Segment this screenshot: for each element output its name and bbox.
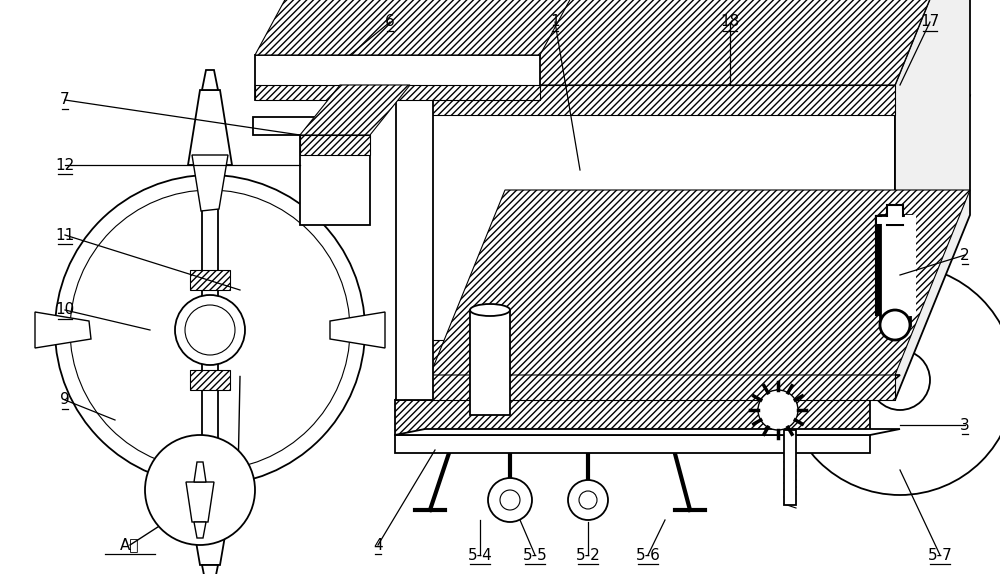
Polygon shape: [430, 0, 970, 85]
Text: 6: 6: [385, 14, 395, 29]
Polygon shape: [395, 400, 870, 435]
Text: 5-6: 5-6: [636, 548, 660, 563]
Polygon shape: [255, 85, 540, 100]
Polygon shape: [255, 0, 605, 55]
Text: 2: 2: [960, 247, 970, 262]
Polygon shape: [194, 522, 206, 538]
Circle shape: [488, 478, 532, 522]
Polygon shape: [430, 190, 970, 375]
Circle shape: [500, 490, 520, 510]
Bar: [202, 135, 218, 525]
Polygon shape: [895, 0, 970, 400]
Bar: [395, 435, 870, 453]
Bar: [784, 430, 796, 505]
Polygon shape: [395, 375, 900, 400]
Bar: [255, 55, 540, 100]
Circle shape: [145, 435, 255, 545]
Circle shape: [785, 265, 1000, 495]
Text: 12: 12: [55, 157, 75, 173]
Polygon shape: [300, 135, 370, 155]
Text: A部: A部: [120, 537, 140, 553]
Polygon shape: [430, 85, 895, 115]
Polygon shape: [202, 565, 218, 574]
Text: 10: 10: [55, 302, 75, 317]
Bar: [430, 85, 895, 400]
Bar: [887, 205, 903, 225]
Circle shape: [880, 310, 910, 340]
Polygon shape: [192, 450, 228, 505]
Polygon shape: [330, 312, 385, 348]
Text: 5-2: 5-2: [576, 548, 600, 563]
Text: 5-7: 5-7: [928, 548, 952, 563]
Text: 4: 4: [373, 537, 383, 553]
Bar: [396, 85, 433, 400]
Circle shape: [758, 390, 798, 430]
Circle shape: [55, 175, 365, 485]
Polygon shape: [194, 462, 206, 482]
Polygon shape: [35, 312, 91, 348]
Text: 9: 9: [60, 393, 70, 408]
Polygon shape: [190, 270, 230, 290]
Text: 5-4: 5-4: [468, 548, 492, 563]
Circle shape: [185, 305, 235, 355]
Circle shape: [579, 491, 597, 509]
Polygon shape: [192, 155, 228, 211]
Text: 3: 3: [960, 417, 970, 432]
Polygon shape: [186, 482, 214, 522]
Text: 11: 11: [55, 227, 75, 242]
Polygon shape: [430, 340, 895, 400]
Circle shape: [870, 350, 930, 410]
Text: 7: 7: [60, 92, 70, 107]
Circle shape: [70, 190, 350, 470]
Text: 5-5: 5-5: [523, 548, 547, 563]
Ellipse shape: [470, 304, 510, 316]
Polygon shape: [395, 429, 900, 435]
Polygon shape: [190, 370, 230, 390]
Text: 1: 1: [550, 14, 560, 29]
Polygon shape: [430, 0, 970, 85]
Circle shape: [175, 295, 245, 365]
Polygon shape: [188, 90, 232, 165]
Polygon shape: [300, 85, 410, 135]
Text: 18: 18: [720, 14, 740, 29]
Bar: [300, 135, 370, 225]
Circle shape: [568, 480, 608, 520]
Polygon shape: [202, 70, 218, 90]
Polygon shape: [396, 65, 443, 85]
Bar: [880, 215, 910, 325]
Polygon shape: [188, 495, 232, 565]
Bar: [253, 117, 370, 135]
Text: 17: 17: [920, 14, 940, 29]
Bar: [470, 310, 510, 415]
